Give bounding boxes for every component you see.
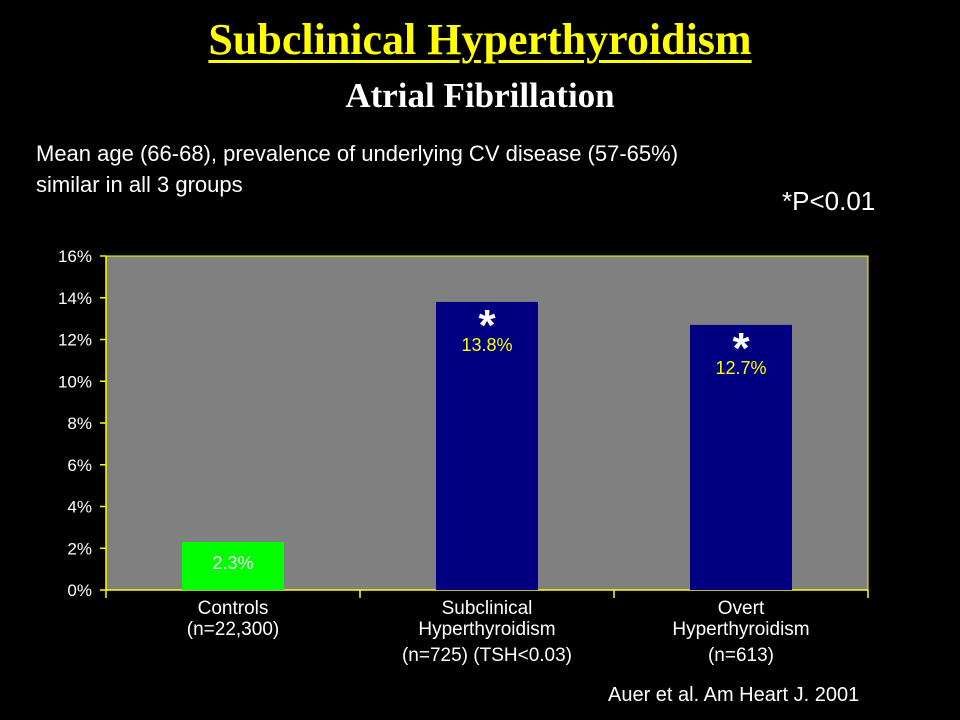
bar [690,324,792,590]
study-note: Mean age (66-68), prevalence of underlyi… [36,138,678,200]
x-category-label: Subclinical [442,598,533,619]
slide-subtitle: Atrial Fibrillation [345,76,615,115]
x-category-label: Overt [718,598,765,619]
x-category-label: (n=22,300) [187,619,279,640]
x-category-label: Controls [198,598,269,619]
study-note-line-1: Mean age (66-68), prevalence of underlyi… [36,141,679,166]
significance-markers: * * [478,301,750,373]
citation: Auer et al. Am Heart J. 2001 [608,684,860,706]
slide-title: Subclinical Hyperthyroidism [208,15,752,64]
x-category-label: (n=613) [708,645,774,666]
y-tick-label: 0% [67,581,92,600]
x-category-label: (n=725) (TSH<0.03) [402,645,572,666]
bar-labels: 2.3% 13.8% 12.7% [212,335,766,573]
y-tick-label: 12% [58,331,92,350]
significance-star: * [732,324,750,373]
x-category-label: Hyperthyroidism [418,619,555,640]
y-tick-label: 10% [58,372,92,391]
bar-value-label: 2.3% [212,553,253,573]
y-tick-label: 14% [58,289,92,308]
x-axis: Controls(n=22,300)SubclinicalHyperthyroi… [105,589,869,666]
bar-value-label: 12.7% [715,358,766,378]
x-category-label: Hyperthyroidism [672,619,809,640]
y-tick-label: 2% [67,539,92,558]
y-tick-label: 16% [58,247,92,266]
significance-star: * [478,301,496,350]
significance-note: *P<0.01 [782,186,876,216]
y-tick-label: 8% [67,414,92,433]
bar [436,301,538,590]
y-tick-label: 6% [67,456,92,475]
bar-value-label: 13.8% [461,335,512,355]
y-tick-label: 4% [67,498,92,517]
bars [182,301,792,590]
y-axis: 0% 2% 4% 6% 8% 10% 12% 14% 16% [58,247,107,600]
study-note-line-2: similar in all 3 groups [36,172,243,197]
bar [182,541,284,590]
